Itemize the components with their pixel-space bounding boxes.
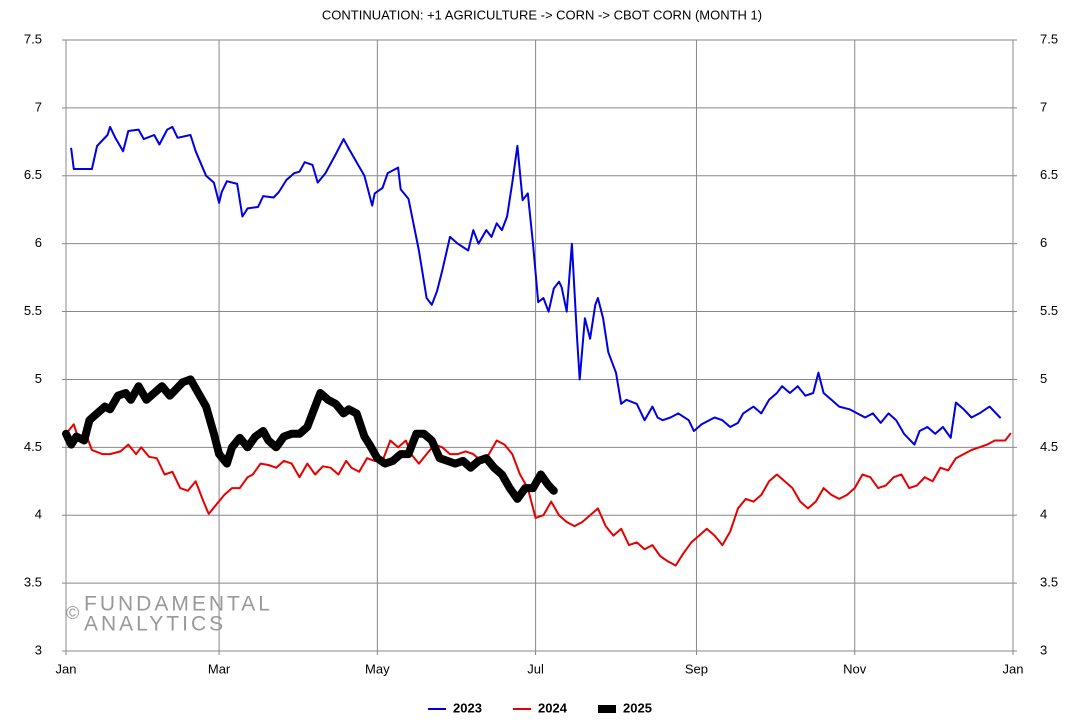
legend-label: 2025 bbox=[623, 700, 652, 715]
y2-tick-label: 4 bbox=[1040, 507, 1047, 522]
y-tick-label: 3 bbox=[35, 642, 42, 657]
y-tick-label: 5.5 bbox=[24, 303, 42, 318]
watermark-text: FUNDAMENTAL bbox=[84, 593, 273, 616]
x-tick-label: May bbox=[365, 661, 390, 676]
y-tick-label: 3.5 bbox=[24, 575, 42, 590]
y2-tick-label: 7.5 bbox=[1040, 31, 1058, 46]
watermark-symbol: © bbox=[66, 603, 79, 623]
y2-tick-label: 7 bbox=[1040, 99, 1047, 114]
y-tick-label: 4 bbox=[35, 507, 42, 522]
legend-label: 2023 bbox=[453, 700, 482, 715]
y-tick-label: 4.5 bbox=[24, 439, 42, 454]
x-tick-label: Nov bbox=[843, 661, 867, 676]
y-tick-label: 7 bbox=[35, 99, 42, 114]
x-tick-label: Sep bbox=[685, 661, 708, 676]
x-tick-label: Jul bbox=[527, 661, 544, 676]
x-tick-label: Mar bbox=[208, 661, 231, 676]
x-tick-label: Jan bbox=[56, 661, 77, 676]
x-tick-label: Jan bbox=[1003, 661, 1024, 676]
chart-title: CONTINUATION: +1 AGRICULTURE -> CORN -> … bbox=[322, 7, 762, 22]
y-tick-label: 5 bbox=[35, 371, 42, 386]
y-tick-label: 7.5 bbox=[24, 31, 42, 46]
data-line bbox=[65, 423, 1012, 567]
y2-tick-label: 4.5 bbox=[1040, 439, 1058, 454]
y2-tick-label: 3 bbox=[1040, 642, 1047, 657]
y-tick-label: 6 bbox=[35, 235, 42, 250]
y2-tick-label: 6 bbox=[1040, 235, 1047, 250]
plot-frame bbox=[65, 39, 1014, 652]
legend-label: 2024 bbox=[538, 700, 568, 715]
y2-tick-label: 3.5 bbox=[1040, 575, 1058, 590]
y2-tick-label: 6.5 bbox=[1040, 167, 1058, 182]
y2-tick-label: 5.5 bbox=[1040, 303, 1058, 318]
watermark-text: ANALYTICS bbox=[84, 613, 226, 636]
y-tick-label: 6.5 bbox=[24, 167, 42, 182]
y2-tick-label: 5 bbox=[1040, 371, 1047, 386]
data-line bbox=[62, 375, 558, 503]
data-line bbox=[70, 125, 1001, 446]
